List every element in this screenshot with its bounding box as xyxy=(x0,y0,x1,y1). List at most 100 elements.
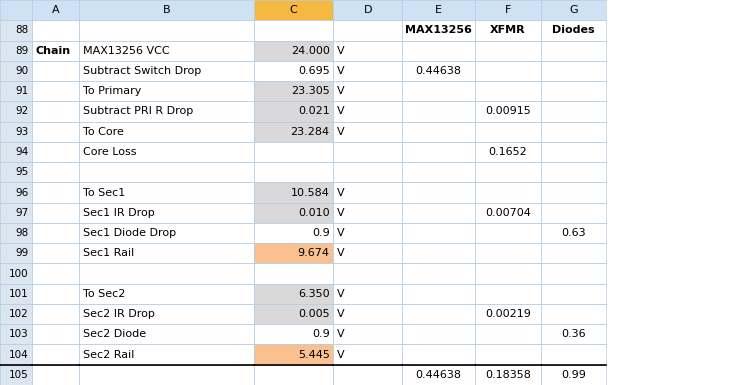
Text: 88: 88 xyxy=(15,25,29,35)
Bar xyxy=(402,243,475,263)
Bar xyxy=(32,223,79,243)
Bar xyxy=(333,304,402,324)
Bar xyxy=(32,284,79,304)
Bar xyxy=(254,81,333,101)
Bar xyxy=(475,365,541,385)
Text: Chain: Chain xyxy=(36,46,71,56)
Bar xyxy=(541,284,606,304)
Bar xyxy=(79,142,254,162)
Bar xyxy=(79,162,254,182)
Bar xyxy=(79,81,254,101)
Bar xyxy=(541,61,606,81)
Text: C: C xyxy=(290,5,297,15)
Bar xyxy=(254,182,333,203)
Bar xyxy=(79,345,254,365)
Text: Sec1 Diode Drop: Sec1 Diode Drop xyxy=(83,228,176,238)
Bar xyxy=(475,40,541,61)
Bar xyxy=(254,263,333,284)
Bar xyxy=(402,182,475,203)
Bar xyxy=(541,162,606,182)
Bar xyxy=(0,304,32,324)
Text: MAX13256 VCC: MAX13256 VCC xyxy=(83,46,170,56)
Bar xyxy=(32,203,79,223)
Bar xyxy=(475,345,541,365)
Text: Core Loss: Core Loss xyxy=(83,147,137,157)
Text: 0.00915: 0.00915 xyxy=(485,106,531,116)
Bar xyxy=(475,203,541,223)
Text: 92: 92 xyxy=(15,106,29,116)
Text: 0.00219: 0.00219 xyxy=(485,309,531,319)
Bar xyxy=(402,284,475,304)
Bar xyxy=(32,122,79,142)
Bar xyxy=(475,101,541,122)
Bar xyxy=(402,263,475,284)
Bar xyxy=(475,243,541,263)
Bar xyxy=(254,101,333,122)
Text: 104: 104 xyxy=(9,350,29,360)
Bar xyxy=(32,263,79,284)
Bar xyxy=(402,345,475,365)
Bar xyxy=(79,304,254,324)
Text: 5.445: 5.445 xyxy=(298,350,330,360)
Text: D: D xyxy=(363,5,372,15)
Bar xyxy=(333,223,402,243)
Bar xyxy=(333,345,402,365)
Text: 23.284: 23.284 xyxy=(291,127,330,137)
Text: 0.9: 0.9 xyxy=(312,329,330,339)
Text: 94: 94 xyxy=(15,147,29,157)
Bar xyxy=(402,142,475,162)
Bar xyxy=(79,0,254,20)
Bar xyxy=(32,162,79,182)
Bar xyxy=(254,243,333,263)
Text: V: V xyxy=(337,66,344,76)
Text: E: E xyxy=(435,5,442,15)
Text: Subtract PRI R Drop: Subtract PRI R Drop xyxy=(83,106,193,116)
Text: 0.010: 0.010 xyxy=(298,208,330,218)
Text: Sec2 Diode: Sec2 Diode xyxy=(83,329,146,339)
Text: 24.000: 24.000 xyxy=(291,46,330,56)
Bar xyxy=(475,81,541,101)
Bar xyxy=(0,162,32,182)
Bar xyxy=(32,0,79,20)
Bar xyxy=(541,81,606,101)
Bar xyxy=(402,223,475,243)
Bar xyxy=(254,162,333,182)
Text: V: V xyxy=(337,228,344,238)
Text: 0.9: 0.9 xyxy=(312,228,330,238)
Text: 9.674: 9.674 xyxy=(297,248,330,258)
Text: 0.1652: 0.1652 xyxy=(489,147,527,157)
Bar xyxy=(0,61,32,81)
Bar xyxy=(475,182,541,203)
Text: To Sec2: To Sec2 xyxy=(83,289,126,299)
Bar xyxy=(541,223,606,243)
Text: 0.36: 0.36 xyxy=(562,329,586,339)
Text: V: V xyxy=(337,106,344,116)
Bar xyxy=(475,122,541,142)
Bar xyxy=(333,243,402,263)
Bar xyxy=(0,142,32,162)
Bar xyxy=(254,20,333,40)
Bar xyxy=(333,142,402,162)
Bar xyxy=(254,61,333,81)
Bar xyxy=(0,101,32,122)
Bar xyxy=(32,324,79,345)
Text: Diodes: Diodes xyxy=(552,25,595,35)
Bar xyxy=(475,324,541,345)
Text: 10.584: 10.584 xyxy=(291,187,330,198)
Text: Sec1 IR Drop: Sec1 IR Drop xyxy=(83,208,155,218)
Text: V: V xyxy=(337,309,344,319)
Bar xyxy=(333,284,402,304)
Text: 105: 105 xyxy=(9,370,29,380)
Bar xyxy=(475,223,541,243)
Bar xyxy=(0,0,32,20)
Bar xyxy=(32,365,79,385)
Bar xyxy=(254,345,333,365)
Bar xyxy=(402,162,475,182)
Bar xyxy=(541,122,606,142)
Bar xyxy=(475,20,541,40)
Bar xyxy=(254,203,333,223)
Text: 95: 95 xyxy=(15,167,29,177)
Bar xyxy=(333,263,402,284)
Text: V: V xyxy=(337,86,344,96)
Text: 102: 102 xyxy=(9,309,29,319)
